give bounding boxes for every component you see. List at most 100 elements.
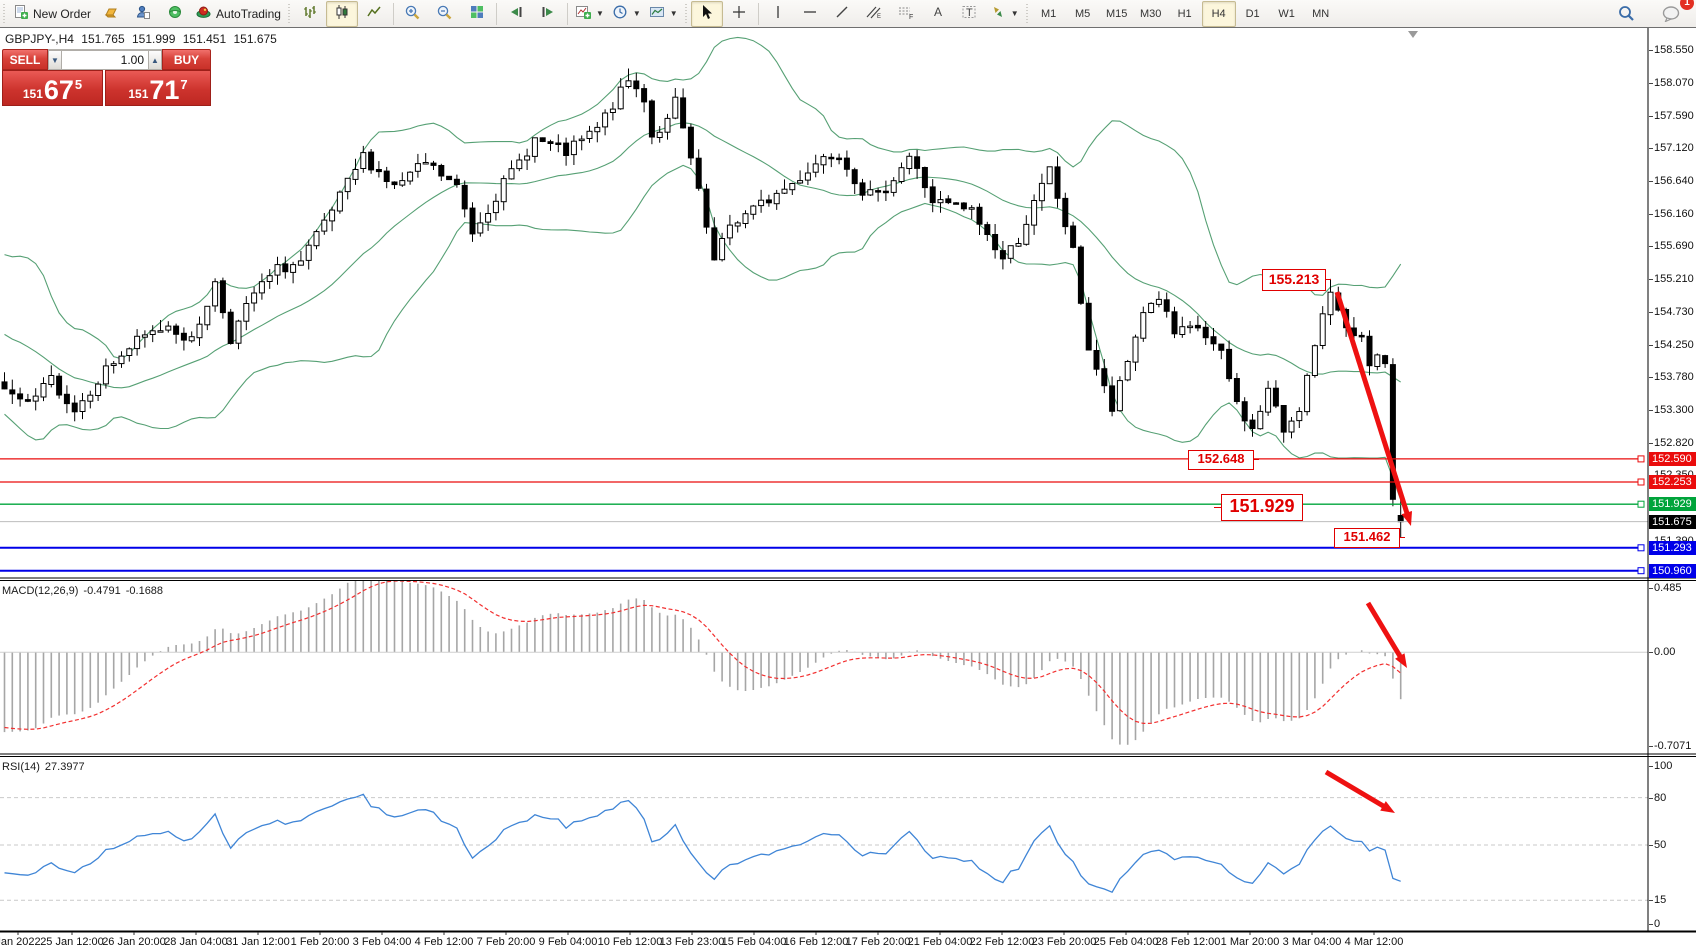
buy-price-box[interactable]: 151 71 7: [105, 70, 211, 106]
dropdown-caret: ▼: [632, 9, 641, 18]
bar-chart-button[interactable]: [294, 1, 326, 27]
timeframe-button-H4[interactable]: H4: [1201, 0, 1236, 27]
rsi-value: 27.3977: [44, 761, 85, 773]
sell-price-prefix: 151: [22, 87, 43, 101]
chart-ohlc-title: GBPJPY-,H4 151.765 151.999 151.451 151.6…: [5, 32, 281, 46]
trend-arrow-main[interactable]: [1334, 291, 1412, 526]
time-label: 25 Jan 12:00: [40, 936, 104, 947]
time-label: 25 Feb 04:00: [1093, 936, 1159, 947]
candlestick-chart-icon: [334, 4, 350, 23]
indicators-button[interactable]: ▼: [571, 1, 608, 27]
new-order-button[interactable]: New Order: [9, 1, 95, 27]
timeframe-button-M15[interactable]: M15: [1105, 7, 1128, 20]
tile-windows-icon: [469, 4, 485, 23]
macd-tick-0.00: 0.00: [1649, 646, 1696, 658]
price-tick-153.300: 153.300: [1649, 404, 1696, 416]
price-label-152.648[interactable]: 152.648: [1188, 450, 1254, 470]
svg-text:A: A: [934, 5, 942, 19]
timeframe-group: M1 M5 M15 M30 H1 H4 D1 W1 MN: [1032, 0, 1338, 27]
price-badge-151.929: 151.929: [1649, 497, 1696, 512]
macd-signal-line: [4, 581, 1402, 730]
templates-button[interactable]: ▼: [645, 1, 682, 27]
time-label: 23 Feb 20:00: [1031, 936, 1097, 947]
price-badge-151.293: 151.293: [1649, 540, 1696, 555]
chart-shift-marker: [1408, 31, 1418, 38]
autotrading-button[interactable]: AutoTrading: [191, 1, 285, 27]
channel-tool-button[interactable]: E: [858, 1, 890, 27]
volume-decrease-button[interactable]: ▼: [48, 50, 62, 70]
vertical-line-tool-button[interactable]: [762, 1, 794, 27]
rsi-tick-50: 50: [1649, 839, 1696, 851]
search-button[interactable]: [1610, 1, 1642, 27]
time-label: 3 Feb 04:00: [352, 936, 412, 947]
data-window-button[interactable]: [127, 1, 159, 27]
price-label-stub: [1398, 537, 1405, 538]
toolbar-grip[interactable]: [286, 3, 292, 24]
trendline-tool-button[interactable]: [826, 1, 858, 27]
toolbar: New Order AutoTrading: [0, 0, 1696, 28]
toolbar-grip[interactable]: [1024, 3, 1030, 24]
sell-price-box[interactable]: 151 67 5: [2, 70, 103, 106]
gold-bar-icon: [103, 4, 119, 23]
zoom-out-button[interactable]: [429, 1, 461, 27]
timeframe-button-M30[interactable]: M30: [1139, 7, 1162, 20]
timeframe-button-W1[interactable]: W1: [1278, 7, 1295, 20]
time-label: 9 Feb 04:00: [538, 936, 598, 947]
volume-stepper: ▼ ▲: [48, 49, 162, 70]
timeframe-button-M5[interactable]: M5: [1075, 7, 1091, 20]
cursor-tool-button[interactable]: [690, 0, 723, 27]
rsi-name: RSI(14): [2, 761, 40, 773]
zoom-in-icon: [404, 4, 421, 24]
rsi-label: RSI(14) 27.3977: [2, 761, 90, 773]
trend-arrow-macd[interactable]: [1365, 601, 1407, 668]
symbol-period: GBPJPY-,H4: [5, 32, 74, 46]
bollinger-lower: [4, 164, 1402, 501]
fibonacci-tool-button[interactable]: F: [890, 1, 922, 27]
notifications-button[interactable]: 1: [1656, 0, 1694, 27]
zoom-out-icon: [436, 4, 453, 24]
price-label-155.213[interactable]: 155.213: [1262, 269, 1326, 291]
sell-button[interactable]: SELL: [2, 49, 48, 70]
chart-canvas[interactable]: GBPJPY-,H4 151.765 151.999 151.451 151.6…: [0, 28, 1696, 947]
autotrading-icon: [195, 4, 212, 23]
price-tick-155.210: 155.210: [1649, 273, 1696, 285]
macd-label: MACD(12,26,9) -0.4791 -0.1688: [2, 585, 168, 597]
price-tick-158.550: 158.550: [1649, 44, 1696, 56]
price-label-151.929[interactable]: 151.929: [1221, 494, 1303, 521]
crosshair-tool-button[interactable]: [723, 1, 755, 27]
timeframe-button-M1[interactable]: M1: [1041, 7, 1057, 20]
timeframe-button-D1[interactable]: D1: [1245, 7, 1260, 20]
rsi-tick-100: 100: [1649, 760, 1696, 772]
text-tool-button[interactable]: A: [922, 1, 954, 27]
toolbar-grip[interactable]: [2, 3, 7, 24]
time-label: 28 Jan 04:00: [164, 936, 228, 947]
buy-button[interactable]: BUY: [162, 49, 211, 70]
price-badge-151.675: 151.675: [1649, 514, 1696, 529]
chart-shift-button[interactable]: [532, 1, 564, 27]
auto-scroll-button[interactable]: [500, 1, 532, 27]
trendline-icon: [834, 4, 850, 23]
volume-increase-button[interactable]: ▲: [148, 50, 162, 70]
volume-input[interactable]: [62, 50, 148, 70]
text-label-tool-button[interactable]: T: [954, 1, 986, 27]
price-badge-150.960: 150.960: [1649, 563, 1696, 578]
bollinger-bands: [4, 36, 1402, 501]
timeframe-button-MN[interactable]: MN: [1312, 7, 1330, 20]
tile-windows-button[interactable]: [461, 1, 493, 27]
signals-button[interactable]: [159, 1, 191, 27]
buy-price-big: 71: [149, 75, 180, 105]
time-label: 16 Feb 12:00: [783, 936, 849, 947]
timeframe-button-H1[interactable]: H1: [1177, 7, 1192, 20]
horizontal-line-tool-button[interactable]: [794, 1, 826, 27]
arrows-tool-button[interactable]: ▼: [986, 1, 1023, 27]
price-tick-155.690: 155.690: [1649, 240, 1696, 252]
periods-button[interactable]: ▼: [608, 1, 645, 27]
price-tick-154.250: 154.250: [1649, 339, 1696, 351]
candlestick-chart-button[interactable]: [325, 0, 358, 27]
zoom-in-button[interactable]: [397, 1, 429, 27]
toolbar-grip[interactable]: [683, 3, 689, 24]
line-chart-button[interactable]: [358, 1, 390, 27]
trend-arrow-rsi[interactable]: [1324, 769, 1395, 813]
price-label-151.462[interactable]: 151.462: [1334, 528, 1400, 548]
market-watch-button[interactable]: [95, 1, 127, 27]
